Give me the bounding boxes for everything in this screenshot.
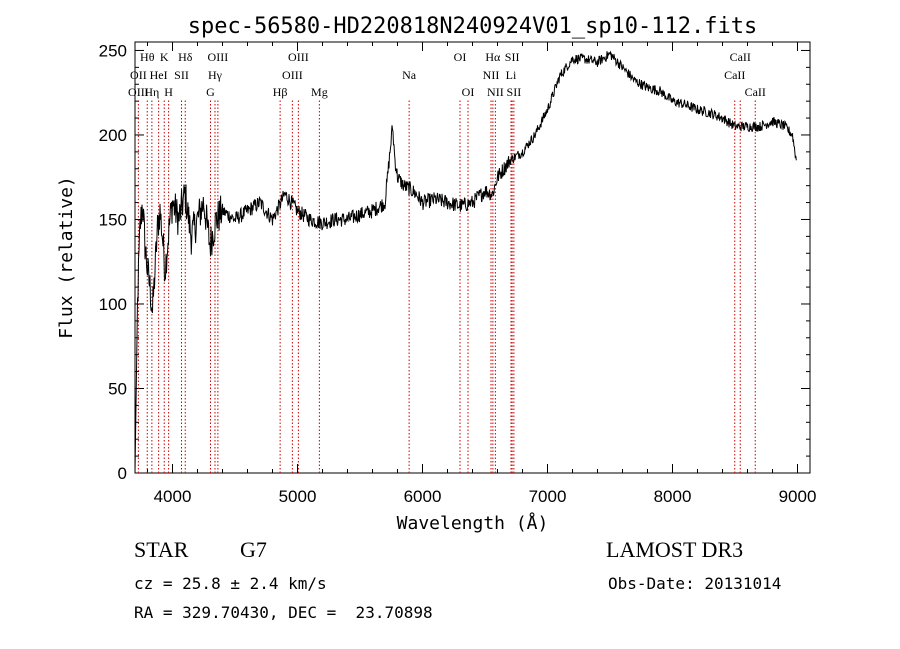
- spectral-line-label: Hβ: [273, 85, 288, 99]
- spectral-line-label: H: [164, 85, 173, 99]
- y-tick-label: 0: [118, 464, 127, 483]
- spectral-line-label: Hα: [485, 50, 501, 64]
- spectral-line-label: CaII: [730, 50, 751, 64]
- spectral-line-label: Hθ: [140, 50, 155, 64]
- plot-frame: [134, 41, 811, 474]
- spectral-line-label: NII: [483, 68, 500, 82]
- x-tick-label: 5000: [279, 487, 317, 506]
- subclass-label: G7: [240, 537, 267, 562]
- x-tick-label: 4000: [154, 487, 192, 506]
- y-tick-label: 100: [99, 295, 127, 314]
- spectral-line-label: OI: [454, 50, 467, 64]
- spectral-line-label: Na: [402, 68, 417, 82]
- chart-title: spec-56580-HD220818N240924V01_sp10-112.f…: [188, 14, 758, 39]
- spectral-line-label: G: [206, 85, 215, 99]
- spectral-line-label: HeI: [150, 68, 168, 82]
- spectral-line-label: SII: [505, 50, 520, 64]
- object-class-label: STAR: [134, 537, 189, 562]
- x-tick-label: 8000: [654, 487, 692, 506]
- spectral-line-label: Hγ: [208, 68, 223, 82]
- obs-date-label: Obs-Date: 20131014: [608, 574, 782, 593]
- spectral-line-label: Mg: [311, 85, 328, 99]
- spectral-line-label: OIII: [208, 50, 229, 64]
- spectral-line-label: OIII: [288, 50, 309, 64]
- y-axis-label: Flux (relative): [56, 176, 77, 339]
- spectral-line-label: Hδ: [178, 50, 193, 64]
- spectral-line-label: NII: [487, 85, 504, 99]
- y-tick-label: 250: [99, 41, 127, 60]
- spectral-line-label: CaII: [724, 68, 745, 82]
- spectral-line-label: CaII: [745, 85, 766, 99]
- y-tick-label: 200: [99, 126, 127, 145]
- x-tick-label: 6000: [404, 487, 442, 506]
- spectral-line-label: OIII: [282, 68, 303, 82]
- spectral-line-label: OIII: [128, 85, 149, 99]
- spectral-line-label: Li: [506, 68, 517, 82]
- y-tick-label: 150: [99, 210, 127, 229]
- x-tick-label: 9000: [779, 487, 817, 506]
- spectral-line-label: K: [160, 50, 169, 64]
- y-tick-label: 50: [108, 379, 127, 398]
- spectral-line-label: Hη: [144, 85, 159, 99]
- spectral-line-label: SII: [174, 68, 189, 82]
- x-axis-label: Wavelength (Å): [397, 512, 549, 534]
- x-tick-label: 7000: [529, 487, 567, 506]
- survey-label: LAMOST DR3: [606, 537, 744, 562]
- redshift-label: cz = 25.8 ± 2.4 km/s: [134, 574, 327, 593]
- spectral-line-label: OII: [130, 68, 147, 82]
- spectrum-line: [134, 50, 797, 474]
- coordinates-label: RA = 329.70430, DEC = 23.70898: [134, 603, 433, 622]
- spectral-line-label: SII: [507, 85, 522, 99]
- spectral-line-label: OI: [462, 85, 475, 99]
